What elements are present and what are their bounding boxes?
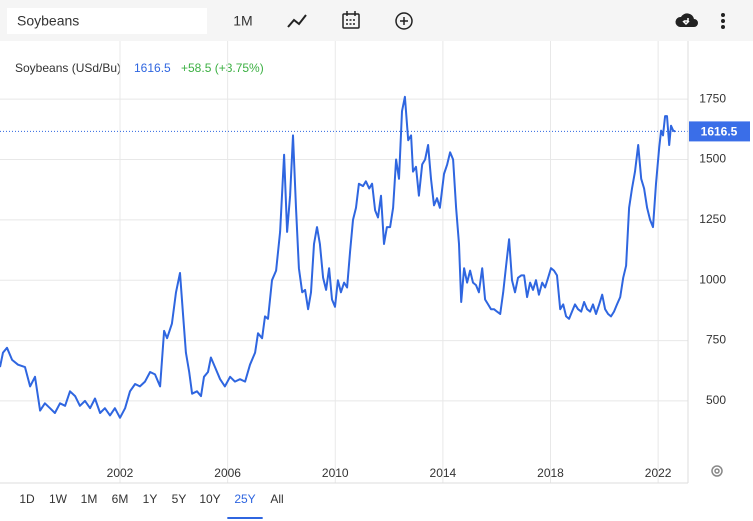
settings-icon[interactable]	[711, 465, 723, 477]
series-name: Soybeans (USd/Bu)	[15, 61, 121, 75]
y-tick-label: 1000	[699, 272, 726, 286]
x-tick-label: 2010	[322, 466, 349, 480]
range-button[interactable]: 10Y	[199, 492, 220, 506]
last-price-tag-label: 1616.5	[701, 125, 738, 139]
chart-type-icon[interactable]	[287, 14, 307, 28]
x-tick-label: 2006	[214, 466, 241, 480]
y-tick-label: 750	[706, 333, 726, 347]
calendar-icon[interactable]	[342, 11, 360, 29]
range-button[interactable]: 1Y	[143, 492, 158, 506]
range-button[interactable]: All	[270, 492, 283, 506]
x-tick-label: 2014	[430, 466, 457, 480]
y-tick-label: 1750	[699, 91, 726, 105]
add-icon[interactable]	[395, 12, 413, 30]
range-button[interactable]: 6M	[112, 492, 129, 506]
price-change: +58.5 (+3.75%)	[181, 61, 264, 75]
x-tick-label: 2022	[645, 466, 672, 480]
y-tick-label: 1500	[699, 152, 726, 166]
range-button[interactable]: 1M	[81, 492, 98, 506]
last-price: 1616.5	[134, 61, 171, 75]
price-line	[0, 95, 676, 419]
interval-button[interactable]: 1M	[233, 13, 252, 29]
search-box[interactable]	[7, 8, 207, 34]
range-button[interactable]: 1D	[19, 492, 35, 506]
range-button[interactable]: 25Y	[234, 492, 255, 506]
x-tick-label: 2002	[107, 466, 134, 480]
y-tick-label: 500	[706, 393, 726, 407]
download-icon[interactable]	[675, 13, 698, 27]
range-button[interactable]: 5Y	[172, 492, 187, 506]
range-button[interactable]: 1W	[49, 492, 68, 506]
search-text[interactable]: Soybeans	[17, 13, 79, 29]
range-bar: 1D 1W 1M 6M 1Y 5Y 10Y 25Y All	[19, 492, 284, 519]
x-tick-label: 2018	[537, 466, 564, 480]
y-tick-label: 1250	[699, 212, 726, 226]
menu-icon[interactable]	[721, 13, 725, 29]
last-price-tag	[689, 121, 750, 142]
plot-area: 500 750 1000 1250 1500 1750 2002 2006 2010 2014 20…	[0, 41, 750, 483]
